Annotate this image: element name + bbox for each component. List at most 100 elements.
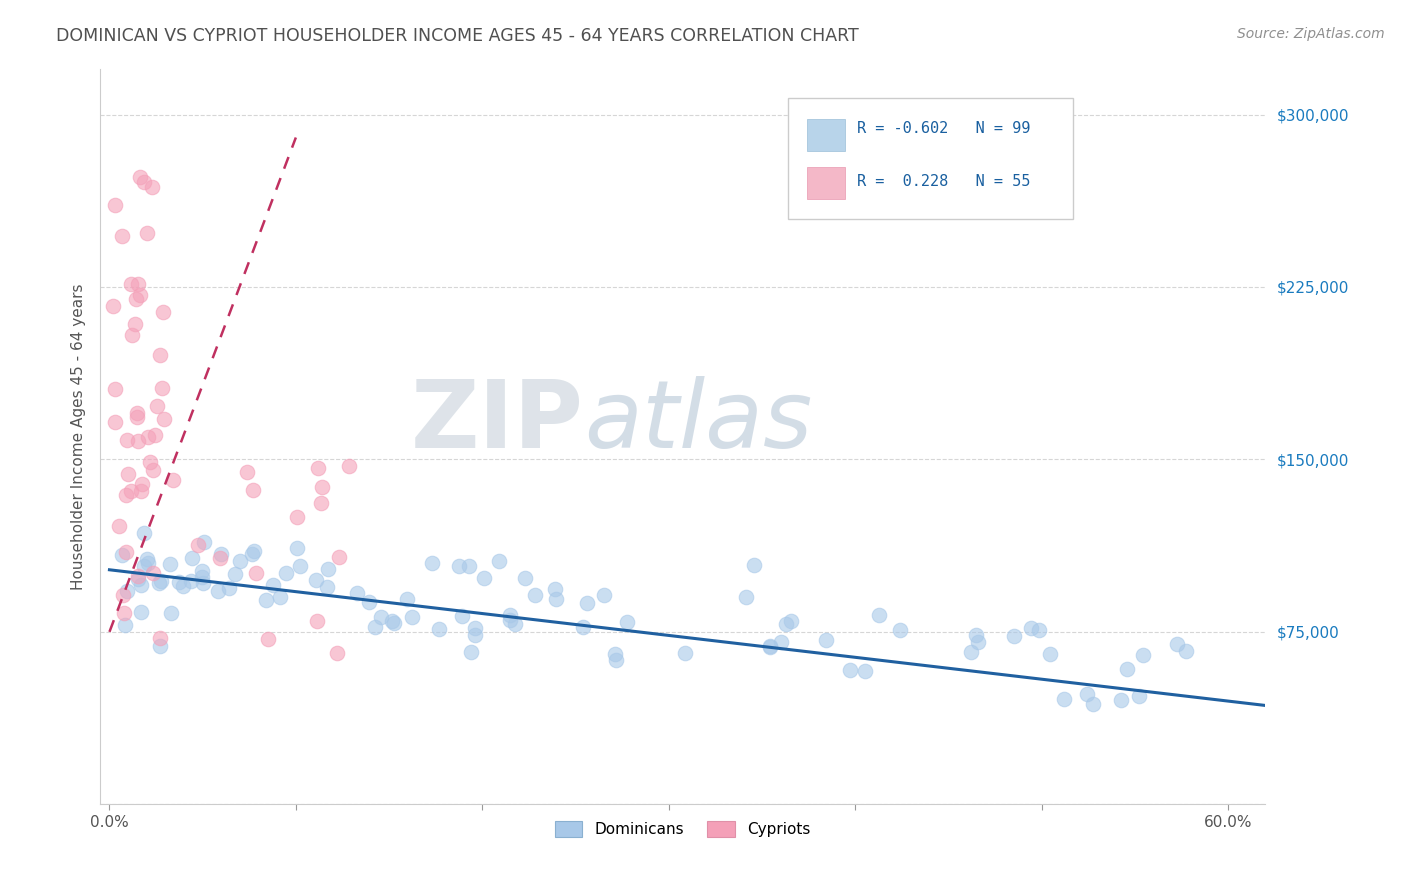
Point [149, 348, 172, 362]
Point [318, 562, 340, 576]
Point [240, 547, 263, 561]
Point [328, 549, 350, 564]
Point [136, 226, 159, 240]
Point [592, 588, 614, 602]
Point [420, 556, 443, 570]
Point [326, 646, 349, 660]
Point [401, 610, 423, 624]
Point [395, 591, 418, 606]
Point [125, 406, 148, 420]
Point [134, 559, 156, 574]
Point [111, 229, 134, 244]
Point [120, 484, 142, 499]
Point [134, 526, 156, 541]
Point [242, 483, 264, 497]
Point [499, 608, 522, 623]
Text: DOMINICAN VS CYPRIOT HOUSEHOLDER INCOME AGES 45 - 64 YEARS CORRELATION CHART: DOMINICAN VS CYPRIOT HOUSEHOLDER INCOME … [56, 27, 859, 45]
Point [288, 559, 311, 574]
Point [129, 605, 152, 619]
Point [780, 614, 803, 628]
Point [148, 575, 170, 590]
Text: R =  0.228   N = 55: R = 0.228 N = 55 [858, 174, 1031, 189]
Point [129, 484, 152, 499]
Point [127, 434, 149, 449]
Point [162, 473, 184, 487]
Point [125, 293, 148, 307]
FancyBboxPatch shape [807, 119, 845, 151]
Point [191, 570, 214, 584]
Point [1028, 623, 1050, 637]
Point [1081, 697, 1104, 711]
Point [1128, 689, 1150, 703]
Text: Source: ZipAtlas.com: Source: ZipAtlas.com [1237, 27, 1385, 41]
Point [515, 571, 537, 585]
Point [181, 550, 204, 565]
Point [127, 569, 149, 583]
Point [142, 566, 165, 581]
Point [274, 566, 297, 580]
Point [132, 175, 155, 189]
Point [193, 535, 215, 549]
Point [285, 541, 308, 556]
Point [153, 412, 176, 426]
Point [120, 277, 142, 291]
Point [131, 476, 153, 491]
Point [245, 566, 267, 580]
Point [309, 496, 332, 510]
Point [167, 574, 190, 589]
Point [142, 463, 165, 477]
Point [673, 646, 696, 660]
Point [464, 621, 486, 635]
Point [1053, 691, 1076, 706]
Point [460, 644, 482, 658]
Point [115, 584, 138, 599]
Point [381, 615, 404, 629]
Point [889, 623, 911, 637]
Point [307, 461, 329, 475]
Point [337, 458, 360, 473]
Point [117, 467, 139, 482]
Point [128, 170, 150, 185]
Point [187, 539, 209, 553]
Point [960, 644, 983, 658]
Point [149, 639, 172, 653]
Point [114, 618, 136, 632]
Point [121, 328, 143, 343]
Point [127, 277, 149, 292]
Point [1076, 687, 1098, 701]
Point [141, 179, 163, 194]
Point [101, 299, 124, 313]
Point [305, 573, 328, 587]
Point [616, 615, 638, 629]
Point [172, 579, 194, 593]
Point [224, 566, 246, 581]
Point [1109, 693, 1132, 707]
Point [139, 455, 162, 469]
Point [207, 583, 229, 598]
Point [218, 581, 240, 595]
Point [114, 545, 136, 559]
Point [1174, 644, 1197, 658]
Legend: Dominicans, Cypriots: Dominicans, Cypriots [547, 814, 818, 845]
Point [447, 558, 470, 573]
Point [770, 635, 793, 649]
Point [127, 410, 149, 425]
Point [544, 582, 567, 596]
Point [160, 606, 183, 620]
Point [229, 554, 252, 568]
Point [605, 647, 627, 661]
Point [346, 586, 368, 600]
Text: ZIP: ZIP [411, 376, 583, 467]
Text: atlas: atlas [583, 376, 811, 467]
Point [742, 558, 765, 572]
Point [868, 607, 890, 622]
Point [111, 588, 134, 602]
Point [129, 578, 152, 592]
Point [104, 382, 127, 396]
Point [775, 616, 797, 631]
Point [262, 578, 284, 592]
Point [138, 556, 160, 570]
Point [127, 572, 149, 586]
Point [759, 640, 782, 654]
Point [759, 639, 782, 653]
